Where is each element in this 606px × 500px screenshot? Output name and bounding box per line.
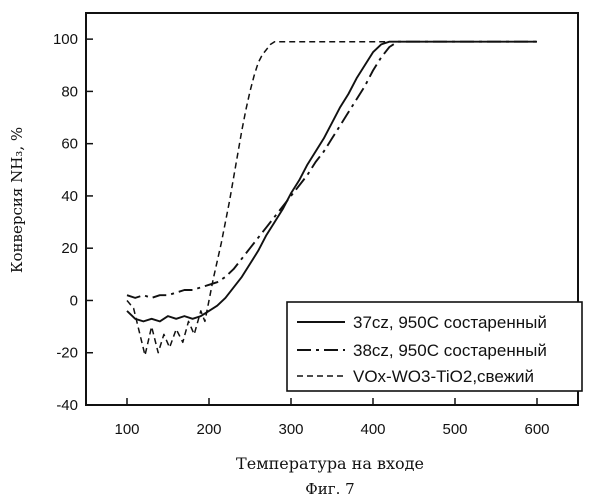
y-tick-label: 60 <box>61 136 78 153</box>
y-tick-label: 40 <box>61 188 78 205</box>
legend: 37cz, 950C состаренный 38cz, 950C состар… <box>287 302 582 391</box>
series-line-2 <box>127 42 537 298</box>
x-tick-label: 500 <box>442 421 467 438</box>
y-tick-label: -20 <box>56 345 78 362</box>
y-tick-label: 0 <box>70 292 78 309</box>
x-tick-label: 600 <box>524 421 549 438</box>
legend-label-vox: VOx-WO3-TiO2,свежий <box>353 367 534 386</box>
y-tick-label: -40 <box>56 397 78 414</box>
legend-label-38cz: 38cz, 950C состаренный <box>353 341 547 360</box>
y-tick-label: 80 <box>61 83 78 100</box>
x-tick-label: 300 <box>278 421 303 438</box>
x-tick-label: 200 <box>196 421 221 438</box>
y-axis-label: Конверсия NH₃, % <box>8 127 26 273</box>
figure-caption: Фиг. 7 <box>305 480 354 498</box>
x-tick-label: 400 <box>360 421 385 438</box>
x-tick-label: 100 <box>114 421 139 438</box>
x-axis-label: Температура на входе <box>236 454 424 473</box>
legend-label-37cz: 37cz, 950C состаренный <box>353 313 547 332</box>
y-tick-label: 20 <box>61 240 78 257</box>
y-tick-label: 100 <box>53 31 78 48</box>
series-line-1 <box>127 42 537 322</box>
